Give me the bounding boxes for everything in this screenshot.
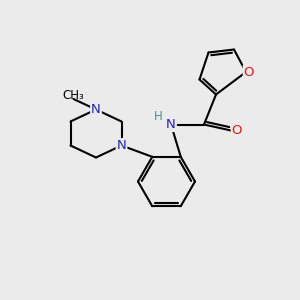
Text: N: N [117, 139, 126, 152]
Text: O: O [244, 65, 254, 79]
Text: CH₃: CH₃ [63, 89, 84, 102]
Text: O: O [232, 124, 242, 137]
Text: N: N [91, 103, 101, 116]
Text: N: N [166, 118, 176, 131]
Text: H: H [154, 110, 163, 123]
